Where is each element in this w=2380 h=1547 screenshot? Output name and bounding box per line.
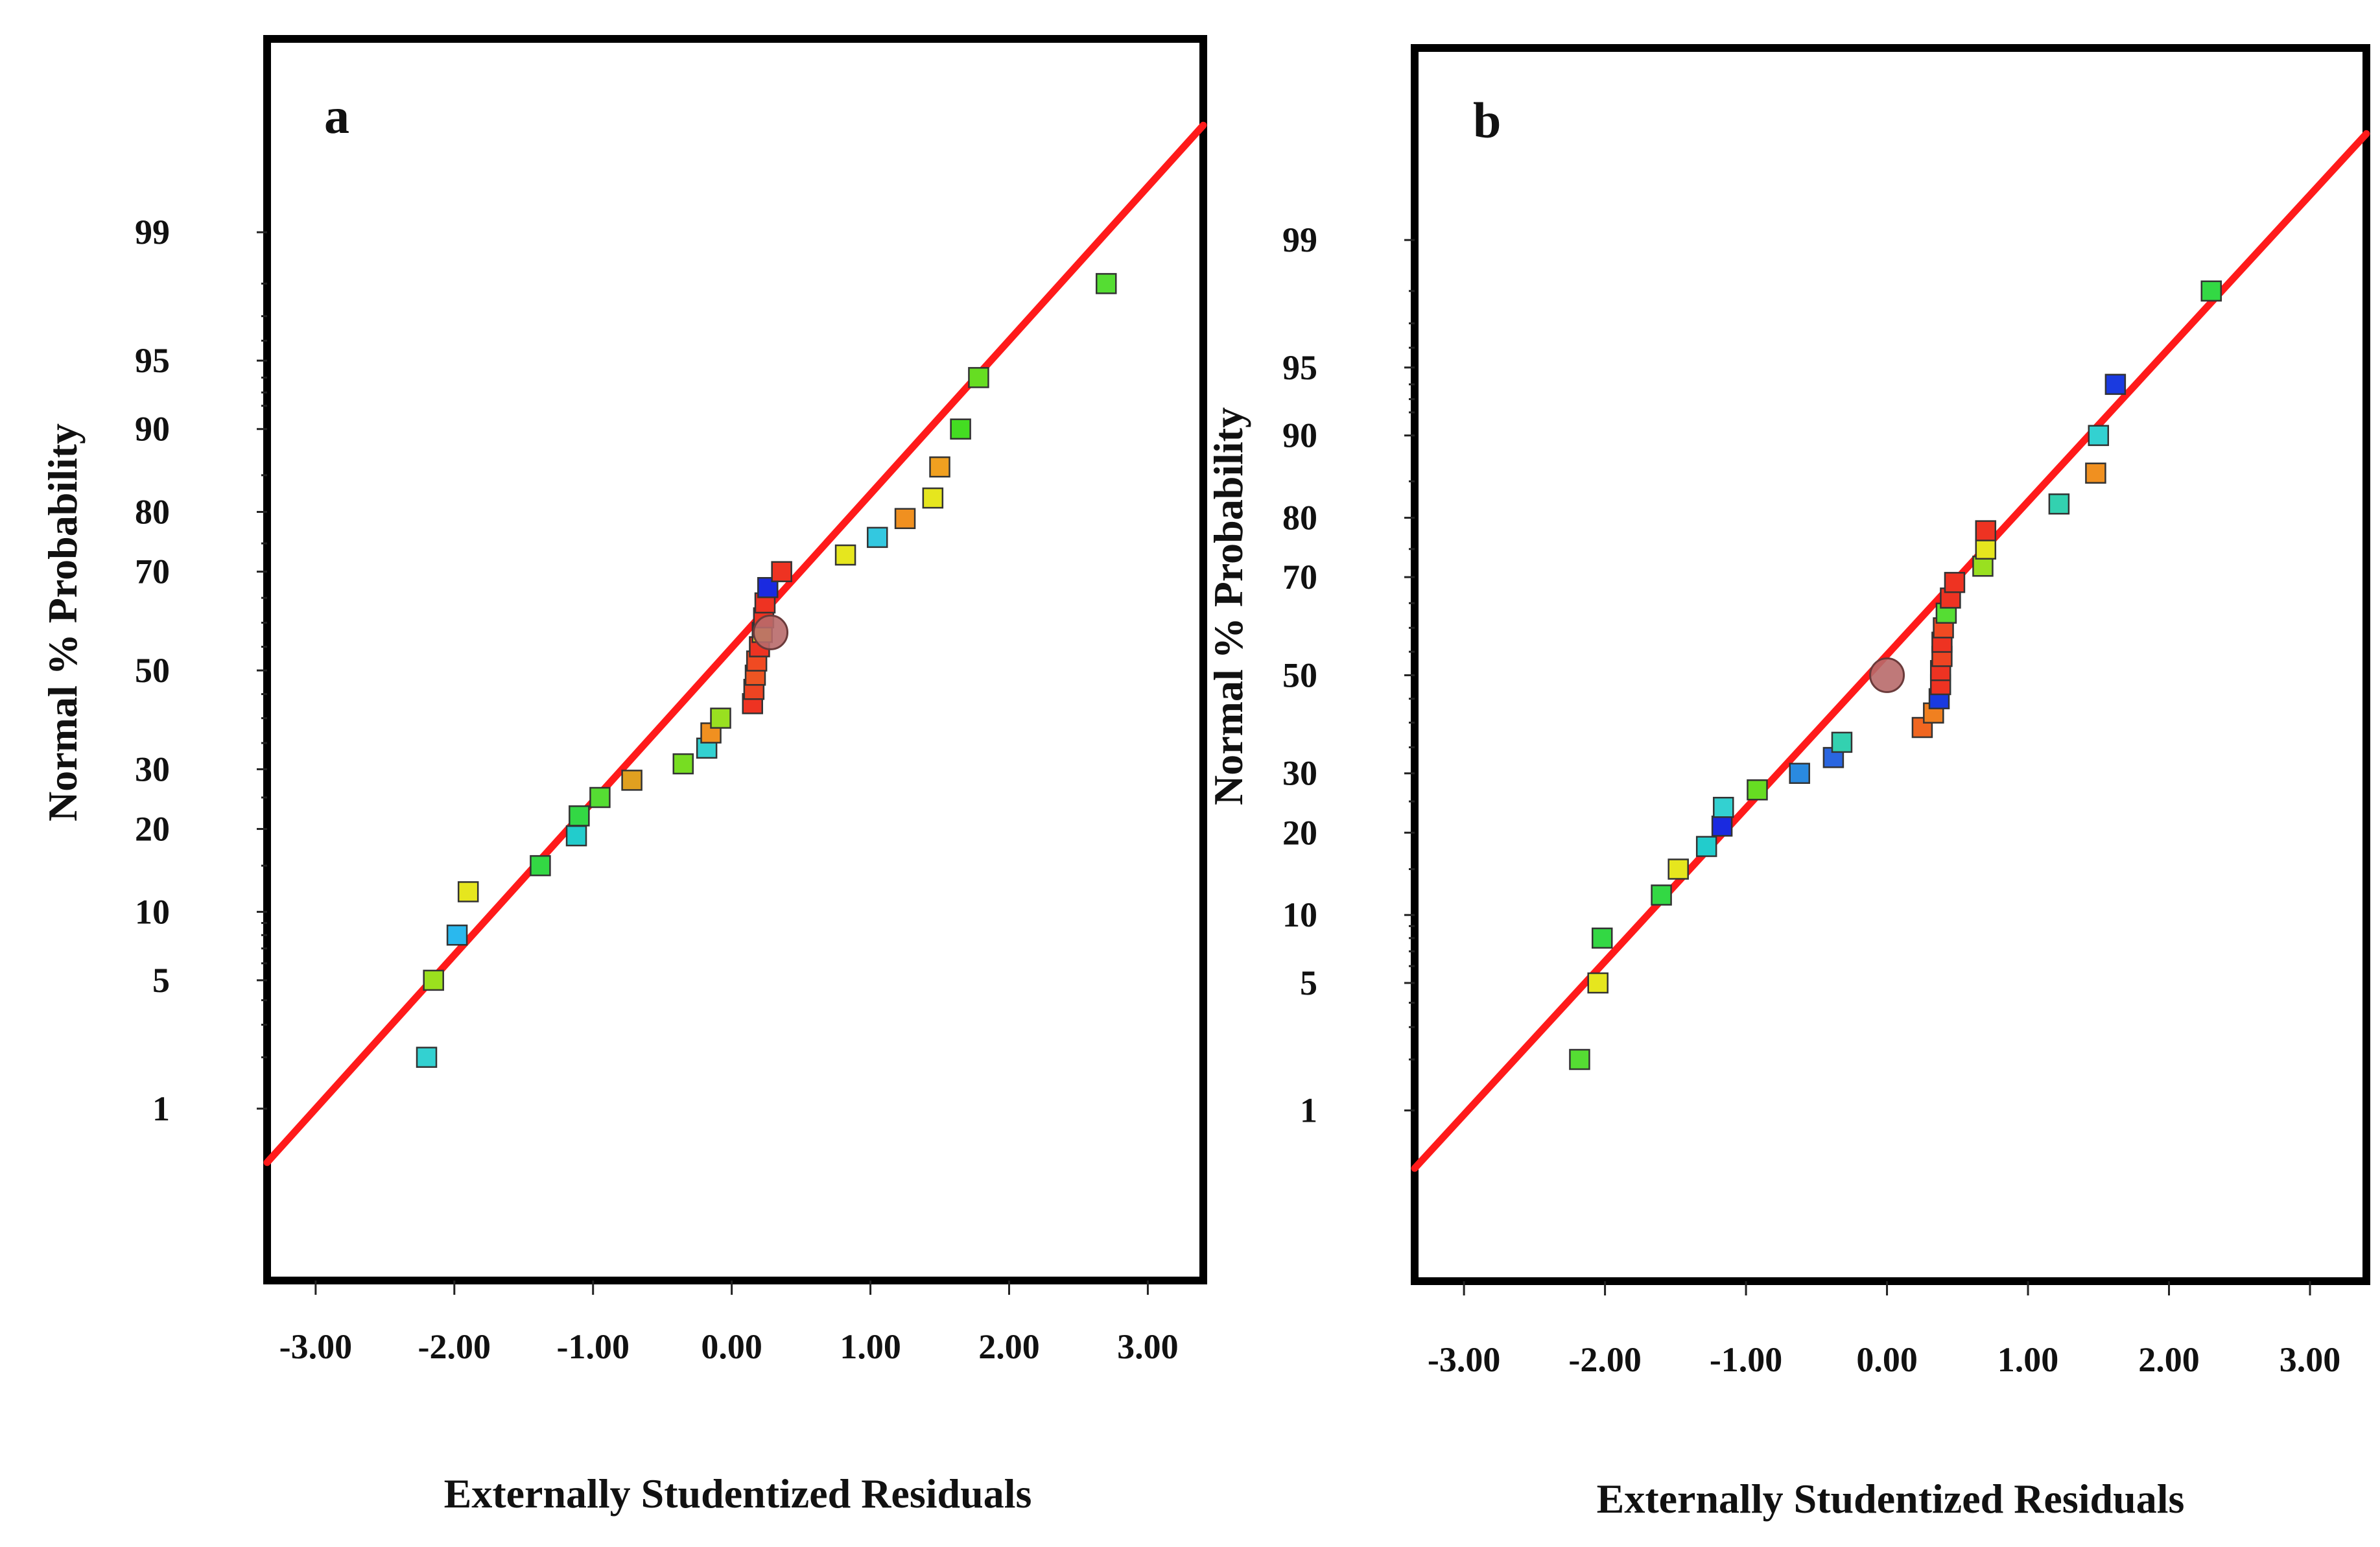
panel-b-data-point <box>1711 815 1733 837</box>
panel-a-x-axis-title: Externally Studentized Residuals <box>444 1470 1032 1517</box>
panel-a-x-tick-label: 1.00 <box>840 1327 901 1366</box>
panel-b-y-tick-label: 30 <box>1282 754 1317 793</box>
panel-a: a 1 5 10 20 30 50 70 80 90 95 99 -3.00 -2.00 -1.00 0.… <box>40 35 1207 1517</box>
panel-b-x-tick-label: 1.00 <box>1997 1340 2059 1379</box>
panel-b-y-ticks: 1 5 10 20 30 50 70 80 90 95 99 <box>1282 220 1415 1130</box>
panel-b-x-tick-label: -1.00 <box>1710 1340 1782 1379</box>
panel-b-y-tick-label: 90 <box>1282 416 1317 455</box>
panel-a-x-tick-label: -3.00 <box>279 1327 352 1366</box>
panel-b-data-point <box>1789 762 1810 784</box>
panel-b-data-point <box>2088 425 2110 446</box>
panel-b-x-tick-label: -3.00 <box>1428 1340 1500 1379</box>
panel-b-data-point <box>2085 462 2106 484</box>
panel-a-data-point <box>867 526 888 549</box>
panel-b-data-point <box>1747 779 1768 801</box>
panel-a-x-tick-label: -2.00 <box>418 1327 491 1366</box>
panel-b-x-tick-label: 0.00 <box>1856 1340 1918 1379</box>
panel-a-data-point <box>710 707 731 729</box>
panel-b-data-point <box>1975 520 1997 541</box>
panel-a-data-point <box>530 855 551 877</box>
panel-a-data-point <box>929 456 950 478</box>
panel-b-y-tick-label: 99 <box>1282 220 1317 259</box>
panel-a-y-tick-label: 70 <box>135 552 170 591</box>
panel-b-x-tick-label: -2.00 <box>1568 1340 1641 1379</box>
panel-a-data-point <box>1096 273 1117 294</box>
panel-a-y-tick-label: 90 <box>135 410 170 449</box>
panel-b-x-tick-label: 2.00 <box>2138 1340 2200 1379</box>
panel-b-data-point <box>2048 493 2070 515</box>
panel-b-data-point <box>1667 858 1689 880</box>
panel-b-points <box>1569 280 2222 1070</box>
panel-b-data-point <box>1972 556 1994 577</box>
panel-b-x-axis: -3.00 -2.00 -1.00 0.00 1.00 2.00 3.00 <box>1428 1281 2340 1379</box>
panel-a-x-axis: -3.00 -2.00 -1.00 0.00 1.00 2.00 3.00 <box>279 1281 1179 1366</box>
panel-a-x-tick-label: -1.00 <box>556 1327 629 1366</box>
panel-a-data-point <box>621 770 642 791</box>
panel-b-data-point <box>1713 796 1734 818</box>
panel-b-label: b <box>1473 92 1501 148</box>
panel-b-data-point <box>2104 373 2127 396</box>
panel-a-data-point <box>950 418 971 440</box>
panel-a-x-ticks: -3.00 -2.00 -1.00 0.00 1.00 2.00 3.00 <box>279 1281 1179 1366</box>
panel-a-y-tick-label: 1 <box>152 1089 170 1128</box>
panel-a-y-ticks: 1 5 10 20 30 50 70 80 90 95 99 <box>135 213 267 1128</box>
panel-a-y-tick-label: 80 <box>135 493 170 532</box>
panel-a-data-point <box>423 969 444 991</box>
panel-a-y-axis-title: Normal % Probability <box>40 423 86 821</box>
panel-a-data-point <box>457 881 479 903</box>
panel-a-data-point <box>565 825 587 847</box>
panel-a-data-point <box>589 786 611 809</box>
panel-a-data-point <box>894 508 916 530</box>
panel-b-highlight-point <box>1869 657 1905 693</box>
panel-a-y-tick-label: 95 <box>135 341 170 380</box>
panel-a-y-tick-label: 5 <box>152 961 170 1000</box>
panel-a-y-tick-label: 99 <box>135 213 170 252</box>
panel-a-y-tick-label: 20 <box>135 810 170 849</box>
panel-b-y-tick-label: 50 <box>1282 655 1317 694</box>
panel-b-y-tick-label: 10 <box>1282 895 1317 934</box>
panel-b-y-tick-label: 1 <box>1300 1091 1317 1130</box>
panel-b-data-point <box>1975 538 1997 560</box>
panel-b-y-axis-title: Normal % Probability <box>1205 407 1251 805</box>
panel-b-data-point <box>1651 884 1672 906</box>
panel-a-y-tick-label: 30 <box>135 750 170 788</box>
panel-a-y-tick-label: 50 <box>135 651 170 690</box>
panel-b-y-tick-label: 70 <box>1282 558 1317 596</box>
panel-a-frame <box>263 35 1207 1284</box>
panel-a-y-tick-label: 10 <box>135 892 170 931</box>
panel-a-x-tick-label: 3.00 <box>1117 1327 1179 1366</box>
panel-b-x-tick-label: 3.00 <box>2280 1340 2341 1379</box>
panel-b-x-ticks: -3.00 -2.00 -1.00 0.00 1.00 2.00 3.00 <box>1428 1281 2340 1379</box>
panel-a-data-point <box>569 805 590 827</box>
panel-b-y-axis: 1 5 10 20 30 50 70 80 90 95 99 <box>1282 220 1415 1130</box>
panel-b-data-point <box>1831 731 1853 753</box>
panel-b-data-point <box>1592 927 1613 949</box>
panel-a-data-point <box>771 561 792 582</box>
panel-a-highlight-point <box>753 614 789 650</box>
panel-b-x-axis-title: Externally Studentized Residuals <box>1597 1476 2185 1522</box>
panel-a-data-point <box>834 544 856 566</box>
panel-a-y-axis: 1 5 10 20 30 50 70 80 90 95 99 <box>135 213 267 1128</box>
panel-b-fit-line <box>1411 130 2370 1172</box>
panel-b-y-tick-label: 80 <box>1282 499 1317 537</box>
panel-b-y-tick-label: 95 <box>1282 348 1317 387</box>
panel-b-y-tick-label: 5 <box>1300 963 1317 1002</box>
panel-a-data-point <box>968 367 989 388</box>
panel-b-data-point <box>1944 572 1966 593</box>
panel-a-data-point <box>446 924 468 946</box>
panel-b-data-point <box>1587 972 1608 994</box>
panel-a-data-point <box>416 1046 438 1068</box>
panel-b-data-point <box>1695 836 1717 857</box>
panel-b: b 1 5 10 20 30 50 70 80 90 95 99 -3.00 -2.00 -1.00 0.… <box>1205 44 2370 1522</box>
panel-a-data-point <box>922 487 944 509</box>
panel-a-label: a <box>324 88 349 144</box>
panel-a-x-tick-label: 0.00 <box>701 1327 762 1366</box>
panel-a-data-point <box>672 753 694 775</box>
panel-b-y-tick-label: 20 <box>1282 813 1317 852</box>
panel-b-data-point <box>2200 280 2222 302</box>
panel-a-x-tick-label: 2.00 <box>978 1327 1040 1366</box>
panel-a-data-point <box>757 576 779 598</box>
panel-b-data-point <box>1569 1048 1590 1070</box>
